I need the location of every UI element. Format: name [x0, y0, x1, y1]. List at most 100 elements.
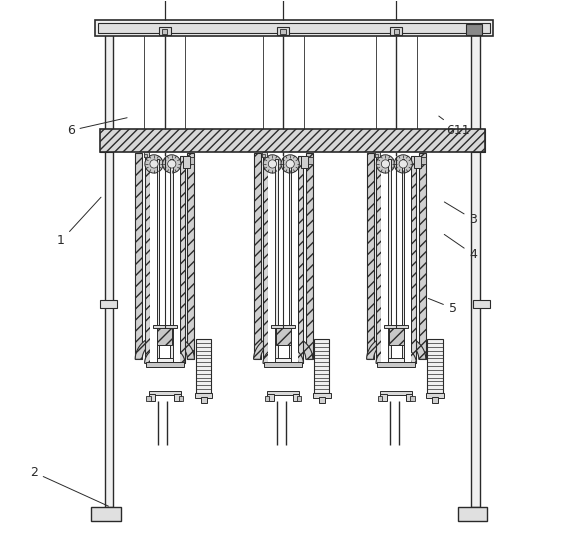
Bar [267, 391, 300, 395]
Bar [144, 154, 147, 157]
Circle shape [263, 155, 282, 173]
Bar [180, 156, 185, 364]
Bar [375, 154, 378, 157]
Bar [190, 157, 194, 164]
Bar [135, 153, 142, 359]
Polygon shape [254, 334, 313, 359]
Bar [377, 362, 415, 367]
Bar [150, 156, 180, 364]
Bar [272, 325, 295, 328]
Bar [390, 27, 402, 35]
Bar [419, 153, 426, 359]
Bar [376, 156, 381, 364]
Bar [263, 156, 268, 364]
Bar [174, 394, 181, 401]
Bar [298, 156, 304, 364]
Circle shape [281, 155, 300, 173]
Text: 5: 5 [429, 299, 457, 315]
Bar [170, 159, 173, 358]
Bar [91, 507, 121, 521]
Bar [162, 29, 168, 34]
Circle shape [286, 160, 295, 168]
Circle shape [150, 160, 158, 168]
Bar [288, 159, 291, 358]
Bar [254, 153, 261, 359]
Bar [406, 394, 412, 401]
Bar [393, 29, 399, 34]
Polygon shape [367, 334, 426, 359]
Bar [275, 358, 291, 362]
Bar [388, 159, 391, 358]
Circle shape [376, 155, 394, 173]
Bar [473, 300, 490, 308]
Bar [195, 393, 212, 398]
Bar [381, 156, 411, 364]
Bar [280, 29, 286, 34]
Bar [308, 157, 312, 164]
Circle shape [168, 160, 176, 168]
Bar [265, 397, 269, 401]
Bar [314, 393, 330, 398]
Circle shape [394, 155, 412, 173]
Bar [157, 358, 173, 362]
Polygon shape [135, 334, 194, 359]
Bar [426, 393, 444, 398]
Bar [146, 362, 184, 367]
Bar [100, 129, 485, 152]
Bar [157, 328, 172, 345]
Circle shape [399, 160, 407, 168]
Bar [267, 394, 274, 401]
Bar [319, 397, 325, 403]
Bar [149, 394, 155, 401]
Bar [293, 394, 300, 401]
Bar [378, 397, 382, 401]
Bar [367, 153, 374, 359]
Bar [153, 325, 177, 328]
Bar [388, 358, 404, 362]
Bar [389, 328, 404, 345]
Bar [144, 152, 149, 157]
Bar [98, 23, 490, 33]
Bar [402, 159, 404, 358]
Bar [268, 156, 298, 364]
Bar [183, 156, 190, 168]
Bar [157, 159, 159, 358]
Text: 611: 611 [439, 116, 470, 137]
Bar [159, 27, 171, 35]
Bar [187, 153, 194, 359]
Circle shape [381, 160, 389, 168]
Polygon shape [376, 346, 416, 364]
Text: 1: 1 [57, 197, 101, 247]
Circle shape [145, 155, 163, 173]
Circle shape [163, 155, 181, 173]
Text: 6: 6 [67, 118, 127, 137]
Bar [262, 154, 265, 157]
Text: 2: 2 [30, 466, 108, 506]
Bar [458, 507, 487, 521]
Polygon shape [145, 346, 185, 364]
Bar [145, 156, 150, 364]
Bar [414, 156, 421, 168]
Text: 3: 3 [444, 202, 477, 226]
Bar [146, 397, 151, 401]
Circle shape [268, 160, 277, 168]
Bar [301, 156, 308, 168]
Bar [471, 129, 485, 152]
Polygon shape [263, 346, 304, 364]
Bar [100, 129, 113, 152]
Bar [314, 339, 329, 393]
Bar [380, 391, 412, 395]
Bar [277, 27, 289, 35]
Bar [380, 394, 387, 401]
Bar [471, 23, 480, 507]
Bar [275, 328, 291, 345]
Bar [100, 300, 117, 308]
Text: 4: 4 [444, 234, 477, 261]
Bar [149, 391, 181, 395]
Bar [306, 153, 313, 359]
Bar [264, 362, 302, 367]
Bar [375, 152, 380, 157]
Bar [179, 397, 183, 401]
Bar [262, 152, 267, 157]
Bar [196, 339, 211, 393]
